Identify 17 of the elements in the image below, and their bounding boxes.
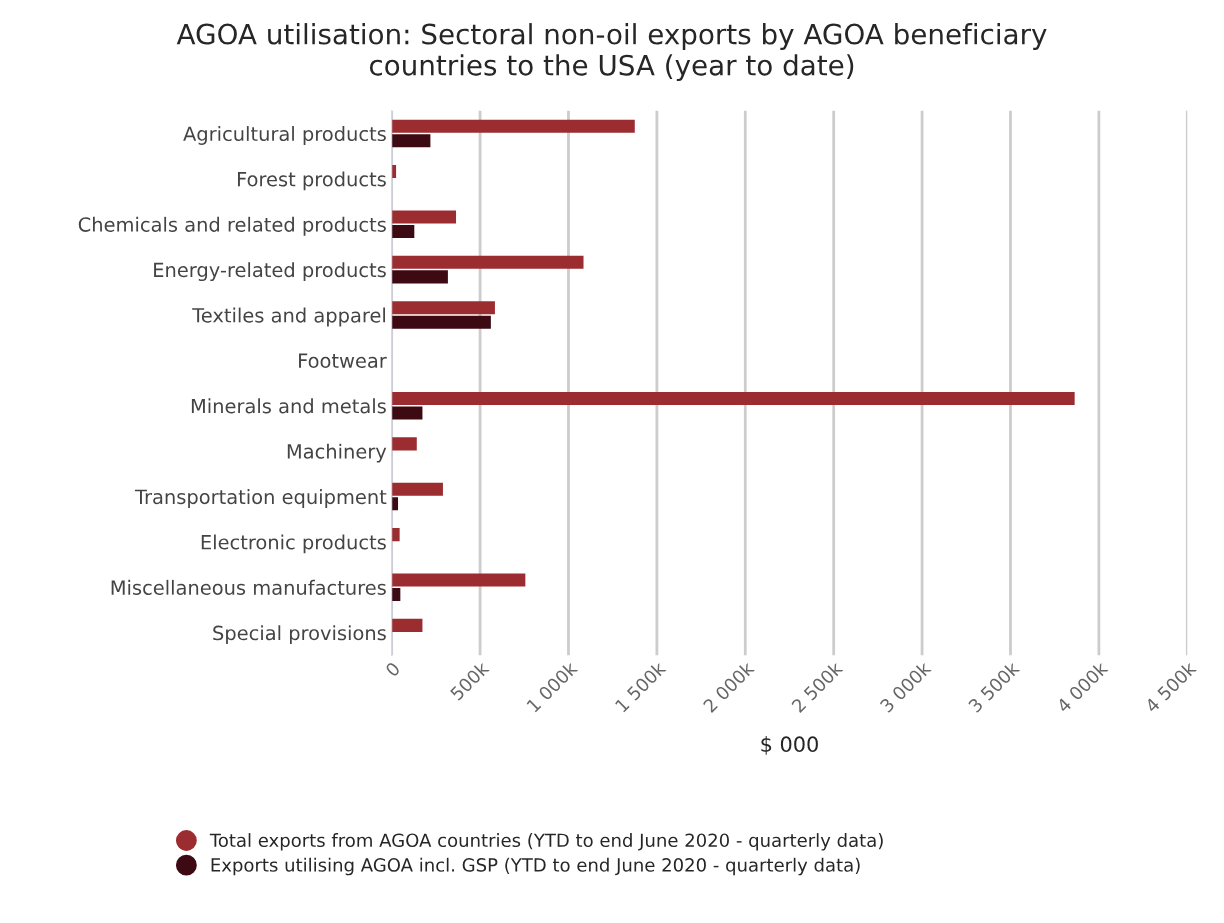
y-tick-label: Energy-related products (154, 262, 386, 282)
y-tick-label: Minerals and metals (191, 398, 386, 414)
y-tick-label: Chemicals and related products (78, 216, 386, 236)
chart-title: AGOA utilisation: Sectoral non-oil exports by AGOA beneficiary countries to the USA (year to date) (176, 23, 1047, 82)
y-tick-label: Special provisions (213, 625, 386, 645)
x-tick-label: 0 (384, 661, 401, 678)
legend-label: Total exports from AGOA countries (YTD to end June 2020 - quarterly data) (209, 833, 883, 851)
y-tick-label: Transportation equipment (134, 489, 387, 508)
y-tick-label: Electronic products (201, 534, 386, 554)
y-tick-label: Miscellaneous manufactures (111, 579, 386, 595)
legend-label: Exports utilising AGOA incl. GSP (YTD to end June 2020 - quarterly data) (211, 857, 860, 876)
y-tick-label: Forest products (237, 171, 386, 191)
x-axis-title: $ 000 (761, 735, 818, 755)
y-tick-label: Textiles and apparel (192, 307, 385, 327)
y-tick-label: Agricultural products (183, 126, 386, 145)
y-tick-label: Footwear (299, 353, 387, 369)
y-tick-label: Machinery (287, 443, 387, 463)
